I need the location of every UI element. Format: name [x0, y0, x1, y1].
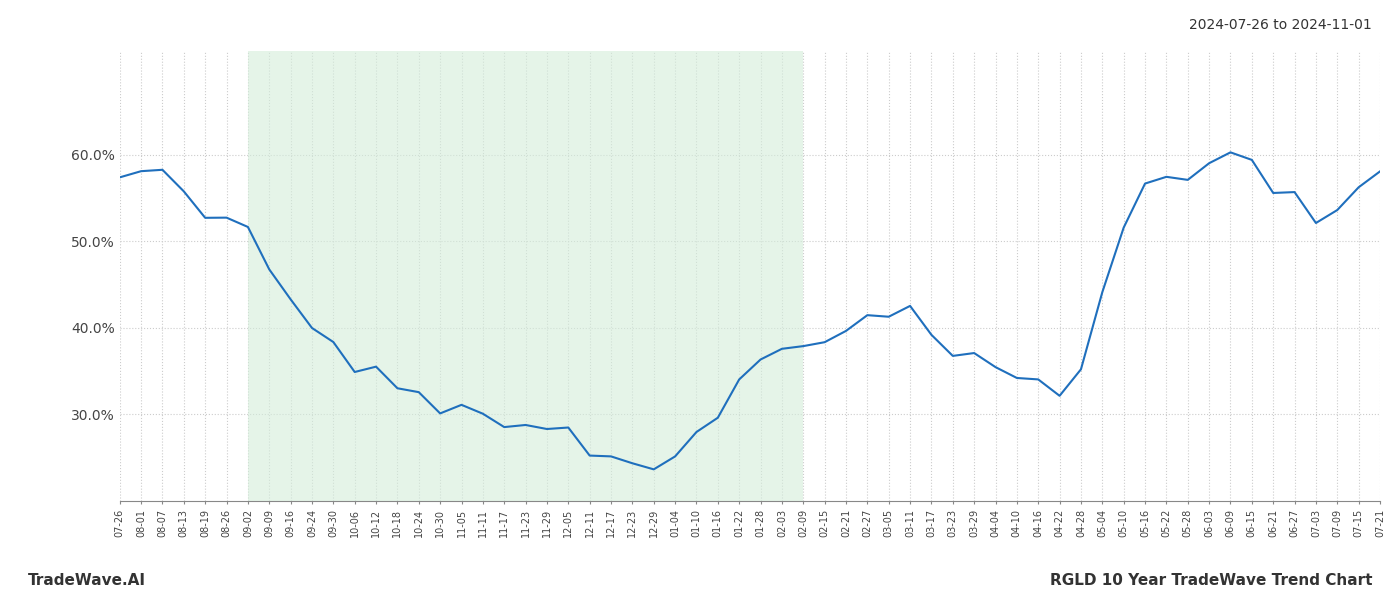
- Text: 2024-07-26 to 2024-11-01: 2024-07-26 to 2024-11-01: [1189, 18, 1372, 32]
- Text: RGLD 10 Year TradeWave Trend Chart: RGLD 10 Year TradeWave Trend Chart: [1050, 573, 1372, 588]
- Bar: [248, 51, 804, 501]
- Text: TradeWave.AI: TradeWave.AI: [28, 573, 146, 588]
